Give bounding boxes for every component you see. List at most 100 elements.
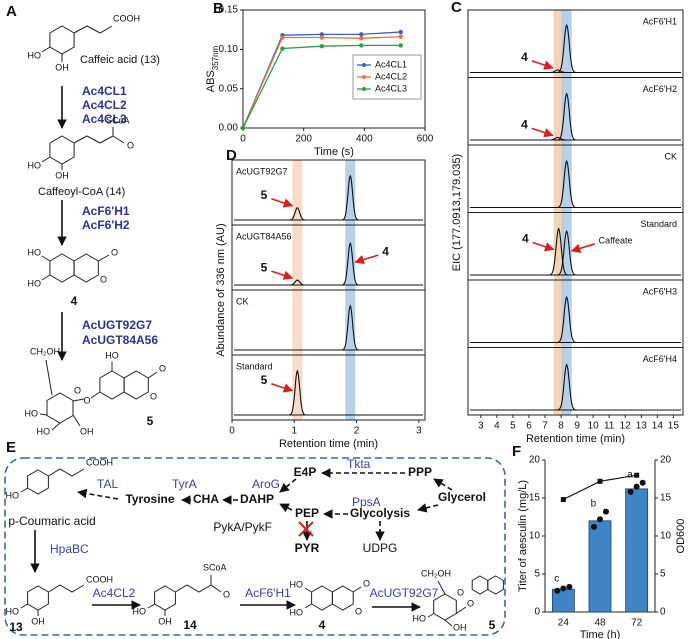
x-tick-label: 24 xyxy=(558,618,570,629)
bond xyxy=(73,135,114,144)
data-point xyxy=(359,43,364,48)
label: Glycerol xyxy=(438,490,486,504)
trace-frame xyxy=(467,347,684,416)
label: 13 xyxy=(9,620,23,634)
panel-letter: D xyxy=(226,147,237,164)
significance-letter: b xyxy=(591,498,597,509)
bar xyxy=(625,488,649,613)
x-tick-label: 9 xyxy=(574,421,580,432)
label: E xyxy=(6,439,16,456)
y-axis-label: ABS357nm xyxy=(205,45,220,92)
label: AcF6'H1 xyxy=(245,586,291,600)
x-tick-label: 4 xyxy=(494,421,500,432)
label: AcUGT84A56 xyxy=(82,333,158,347)
label: Tkta xyxy=(347,457,371,471)
y-tick-label: 0.10 xyxy=(219,44,239,55)
label: SCoA xyxy=(203,562,227,572)
label: HO xyxy=(413,613,427,623)
y-tick-label: 0.15 xyxy=(219,5,239,16)
legend-swatch xyxy=(362,63,366,67)
y-axis-label-part: EIC (177.0913,179.035) xyxy=(451,154,463,271)
peak xyxy=(556,363,577,411)
x-tick-label: 2 xyxy=(354,426,360,437)
data-point xyxy=(319,32,325,37)
bond xyxy=(51,422,61,431)
label: O xyxy=(457,587,464,597)
x-tick-label: 1 xyxy=(291,426,297,437)
panel-letter: C xyxy=(451,0,462,16)
x-tick-label: 8 xyxy=(558,421,564,432)
label: PykA/PykF xyxy=(213,520,272,534)
label: PpsA xyxy=(352,495,381,509)
arrow xyxy=(531,60,554,70)
label: p-Coumaric acid xyxy=(8,514,95,528)
x-tick-label: 600 xyxy=(417,134,434,145)
peak xyxy=(288,279,307,286)
bond xyxy=(304,603,312,609)
label: UDPG xyxy=(363,541,398,555)
label: AcUGT92G7 xyxy=(370,586,439,600)
significance-letter: c xyxy=(554,574,559,585)
peak-annotation-small: Caffeate xyxy=(599,235,633,245)
legend-label: Ac4CL3 xyxy=(375,83,407,93)
label: COOH xyxy=(113,13,140,23)
trace-label: Standard xyxy=(640,219,677,229)
data-point xyxy=(398,29,403,35)
bond xyxy=(210,584,222,593)
x-tick-label: 5 xyxy=(510,421,516,432)
label: COOH xyxy=(86,574,113,584)
bond xyxy=(20,487,28,493)
peak xyxy=(341,241,360,286)
bond xyxy=(41,156,51,163)
label: A xyxy=(6,3,17,20)
arrow xyxy=(532,241,555,252)
data-point xyxy=(280,35,285,40)
y2-tick-label: 15 xyxy=(660,493,672,504)
label: Caffeic acid (13) xyxy=(80,54,160,66)
label: O xyxy=(100,274,107,284)
ring xyxy=(49,253,75,283)
arrow xyxy=(77,488,119,500)
ring xyxy=(99,370,125,400)
x-axis-label: Retention time (min) xyxy=(526,433,625,445)
bond xyxy=(427,613,434,618)
label: AcF6'H1 xyxy=(82,204,130,218)
trace-frame xyxy=(467,144,684,213)
trace-label: CK xyxy=(664,151,677,161)
label: HO xyxy=(6,606,20,616)
peak-annotation: 4 xyxy=(382,244,389,258)
label: Ac4CL2 xyxy=(93,586,136,600)
arrow xyxy=(354,254,379,265)
label: O xyxy=(159,363,166,373)
label: Ac4CL1 xyxy=(82,84,127,98)
data-point xyxy=(634,472,640,478)
trace-label: AcF6'H1 xyxy=(643,16,677,26)
label: CH₂OH xyxy=(421,568,451,578)
x-tick-label: 11 xyxy=(604,421,615,432)
trace-label: AcF6'H4 xyxy=(643,354,677,364)
y2-axis-label-part: OD600 xyxy=(675,519,687,554)
peak-annotation: 5 xyxy=(261,260,268,274)
y-axis-label: Abundance of 336 nm (AU) xyxy=(215,223,227,356)
label: HpaBC xyxy=(50,542,89,556)
y-axis-label-part: 357nm xyxy=(211,45,220,70)
peak-annotation: 4 xyxy=(521,50,528,64)
replicate-point xyxy=(639,479,646,486)
label: HO xyxy=(25,408,39,418)
ring xyxy=(123,370,149,400)
label: 4 xyxy=(319,618,326,632)
bond xyxy=(41,255,51,262)
label: OH xyxy=(158,616,172,626)
bond xyxy=(41,274,51,281)
label: Caffeoyl-CoA (14) xyxy=(38,186,125,198)
arrow xyxy=(433,478,453,491)
bond xyxy=(175,584,212,593)
data-point xyxy=(398,43,403,48)
label: O xyxy=(74,385,81,395)
label: SCoA xyxy=(106,115,130,125)
trace-frame xyxy=(231,354,426,421)
bond xyxy=(41,46,51,53)
y2-tick-label: 0 xyxy=(660,607,666,618)
trace-label: Standard xyxy=(236,361,273,371)
label: Glycolysis xyxy=(350,506,410,520)
